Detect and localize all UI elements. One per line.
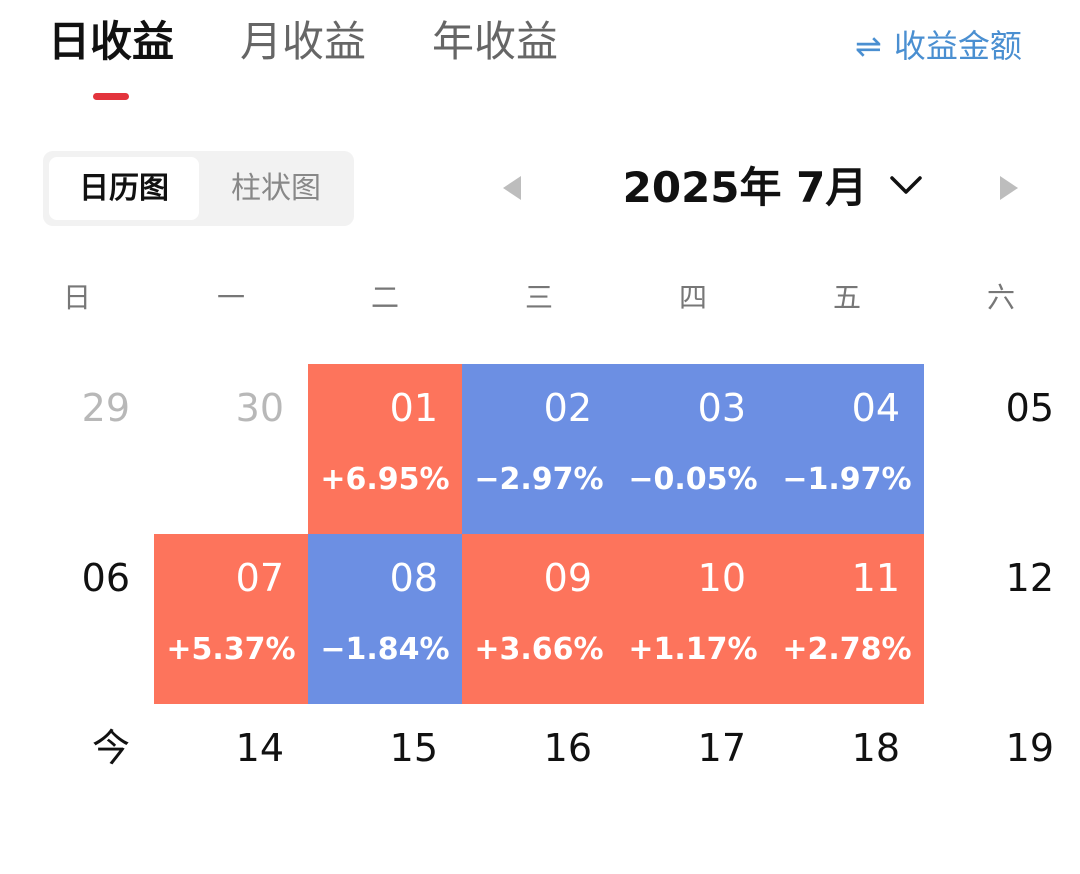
- switch-link-label: 收益金额: [893, 27, 1022, 65]
- calendar-day-cell[interactable]: 05: [924, 364, 1078, 534]
- day-number: 19: [1005, 726, 1054, 770]
- switch-return-amount-link[interactable]: ⇌ 收益金额: [855, 24, 1022, 68]
- day-number: 03: [697, 386, 746, 430]
- calendar-day-cell[interactable]: 06: [0, 534, 154, 704]
- daily-return-percent: −2.97%: [474, 462, 604, 497]
- calendar-day-cell[interactable]: 08 −1.84%: [308, 534, 462, 704]
- calendar-day-cell[interactable]: 11 +2.78%: [770, 534, 924, 704]
- swap-arrows-icon: ⇌: [855, 27, 882, 65]
- daily-return-percent: +6.95%: [320, 462, 450, 497]
- day-number: 17: [697, 726, 746, 770]
- active-tab-indicator: [93, 93, 129, 100]
- calendar-day-cell[interactable]: 01 +6.95%: [308, 364, 462, 534]
- day-number: 10: [697, 556, 746, 600]
- calendar-day-cell[interactable]: 09 +3.66%: [462, 534, 616, 704]
- daily-return-percent: −1.84%: [320, 632, 450, 667]
- tab-daily-return[interactable]: 日收益: [48, 17, 175, 66]
- day-number: 18: [851, 726, 900, 770]
- day-number: 04: [851, 386, 900, 430]
- weekday-label: 六: [986, 281, 1015, 314]
- tab-monthly-return[interactable]: 月收益: [240, 17, 367, 66]
- day-number: 07: [235, 556, 284, 600]
- day-number: 12: [1005, 556, 1054, 600]
- day-number: 09: [543, 556, 592, 600]
- weekday-label: 日: [62, 281, 91, 314]
- view-toggle: 日历图 柱状图: [43, 151, 354, 226]
- day-number: 今: [91, 726, 130, 770]
- weekday-label: 四: [678, 281, 707, 314]
- prev-month-icon[interactable]: [503, 176, 521, 200]
- calendar-day-cell[interactable]: 10 +1.17%: [616, 534, 770, 704]
- tab-yearly-return[interactable]: 年收益: [432, 17, 559, 66]
- weekday-label: 五: [832, 281, 861, 314]
- calendar-day-cell[interactable]: 16: [462, 704, 616, 874]
- calendar-day-cell[interactable]: 30: [154, 364, 308, 534]
- calendar-view-button[interactable]: 日历图: [49, 157, 199, 220]
- calendar-day-cell[interactable]: 18: [770, 704, 924, 874]
- weekday-label: 三: [524, 281, 553, 314]
- bar-chart-view-button[interactable]: 柱状图: [231, 171, 321, 206]
- daily-return-percent: +5.37%: [166, 632, 296, 667]
- day-number: 05: [1005, 386, 1054, 430]
- daily-return-percent: +2.78%: [782, 632, 912, 667]
- day-number: 02: [543, 386, 592, 430]
- daily-return-percent: +3.66%: [474, 632, 604, 667]
- calendar-day-cell[interactable]: 07 +5.37%: [154, 534, 308, 704]
- day-number: 01: [389, 386, 438, 430]
- calendar-day-cell[interactable]: 今: [0, 704, 154, 874]
- calendar-day-cell[interactable]: 19: [924, 704, 1078, 874]
- daily-return-percent: −1.97%: [782, 462, 912, 497]
- daily-return-percent: −0.05%: [628, 462, 758, 497]
- day-number: 08: [389, 556, 438, 600]
- chevron-down-icon[interactable]: [886, 166, 926, 206]
- calendar-day-cell[interactable]: 04 −1.97%: [770, 364, 924, 534]
- month-title[interactable]: 2025年 7月: [622, 163, 868, 212]
- calendar-day-cell[interactable]: 15: [308, 704, 462, 874]
- calendar-day-cell[interactable]: 02 −2.97%: [462, 364, 616, 534]
- next-month-icon[interactable]: [1000, 176, 1018, 200]
- daily-return-percent: +1.17%: [628, 632, 758, 667]
- calendar-day-cell[interactable]: 12: [924, 534, 1078, 704]
- calendar-day-cell[interactable]: 14: [154, 704, 308, 874]
- calendar-day-cell[interactable]: 03 −0.05%: [616, 364, 770, 534]
- day-number: 16: [543, 726, 592, 770]
- calendar-day-cell[interactable]: 29: [0, 364, 154, 534]
- calendar-day-cell[interactable]: 17: [616, 704, 770, 874]
- day-number: 29: [81, 386, 130, 430]
- day-number: 14: [235, 726, 284, 770]
- day-number: 30: [235, 386, 284, 430]
- day-number: 15: [389, 726, 438, 770]
- day-number: 06: [81, 556, 130, 600]
- weekday-label: 二: [370, 281, 399, 314]
- weekday-label: 一: [216, 281, 245, 314]
- day-number: 11: [851, 556, 900, 600]
